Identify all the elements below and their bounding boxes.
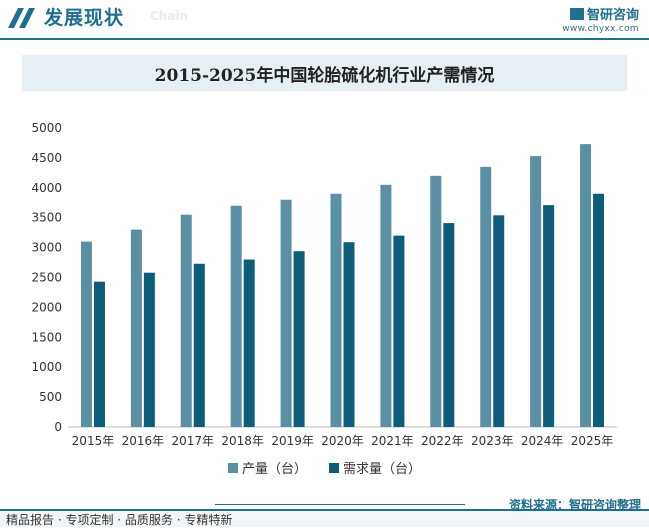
legend-swatch-production [227, 462, 238, 473]
x-tick-label: 2022年 [421, 434, 464, 448]
header-divider [0, 38, 649, 40]
x-tick-label: 2016年 [122, 434, 165, 448]
section-title: 发展现状 [44, 7, 125, 29]
y-tick-label: 0 [54, 420, 62, 434]
x-tick-label: 2024年 [521, 434, 564, 448]
bar-production [430, 175, 442, 427]
bar-production [330, 193, 342, 427]
bar-demand [493, 215, 505, 427]
y-tick-label: 3500 [31, 211, 62, 225]
bar-production [130, 229, 142, 427]
bar-demand [543, 205, 555, 427]
bar-demand [243, 259, 255, 427]
x-tick-label: 2021年 [371, 434, 414, 448]
y-tick-label: 4000 [31, 181, 62, 195]
y-tick-label: 5000 [31, 121, 62, 135]
bar-production [530, 156, 542, 427]
x-tick-label: 2018年 [221, 434, 264, 448]
bar-production [480, 166, 492, 427]
section-subtitle: Chain [150, 9, 189, 23]
bar-demand [293, 251, 305, 427]
x-tick-label: 2025年 [571, 434, 614, 448]
bar-production [180, 214, 192, 427]
bar-demand [143, 272, 155, 427]
bar-production [80, 241, 92, 427]
legend-item-production: 产量（台） [227, 458, 307, 477]
brand-logo-icon [569, 8, 584, 20]
y-tick-label: 1000 [31, 360, 62, 374]
footer-text: 精品报告 · 专项定制 · 品质服务 · 专精特新 [6, 513, 233, 527]
source-text: 资料来源：智研咨询整理 [508, 498, 641, 512]
bar-production [380, 184, 392, 427]
y-tick-label: 1500 [31, 330, 62, 344]
y-tick-label: 3000 [31, 241, 62, 255]
x-tick-label: 2020年 [321, 434, 364, 448]
bar-chart: 0 500 1000 1500 2000 2500 3000 3500 4000 4500 5000… [31, 121, 617, 448]
bar-demand [443, 223, 455, 427]
footer: 精品报告 · 专项定制 · 品质服务 · 专精特新 [0, 509, 649, 527]
x-tick-label: 2017年 [171, 434, 214, 448]
bar-production [230, 205, 242, 427]
legend: 产量（台） 需求量（台） [0, 458, 649, 477]
legend-label-demand: 需求量（台） [343, 462, 422, 477]
bar-demand [343, 242, 355, 427]
bar-demand [593, 193, 605, 427]
chart-title: 2015-2025年中国轮胎硫化机行业产需情况 [154, 65, 495, 86]
bar-demand [93, 281, 105, 427]
bar-demand [193, 263, 205, 427]
bar-production [280, 199, 292, 427]
brand: 智研咨询 www.chyxx.com [562, 4, 639, 34]
y-tick-label: 2500 [31, 271, 62, 285]
y-tick-label: 500 [39, 390, 62, 404]
chart-title-box: 2015-2025年中国轮胎硫化机行业产需情况 [22, 55, 627, 91]
bar-demand [393, 235, 405, 427]
source-divider [215, 504, 465, 505]
x-tick-label: 2023年 [471, 434, 514, 448]
brand-url: www.chyxx.com [562, 24, 639, 34]
header: 发展现状 Chain 智研咨询 www.chyxx.com [0, 0, 649, 36]
bar-production [580, 144, 592, 427]
legend-swatch-demand [329, 462, 339, 473]
x-tick-label: 2015年 [72, 434, 115, 448]
x-tick-label: 2019年 [271, 434, 314, 448]
brand-name: 智研咨询 [562, 4, 639, 23]
y-tick-label: 2000 [31, 300, 62, 314]
header-bars-icon [8, 8, 35, 28]
y-tick-label: 4500 [31, 151, 62, 165]
legend-label-production: 产量（台） [241, 462, 307, 477]
footer-bar [0, 509, 649, 511]
legend-item-demand: 需求量（台） [329, 458, 421, 477]
